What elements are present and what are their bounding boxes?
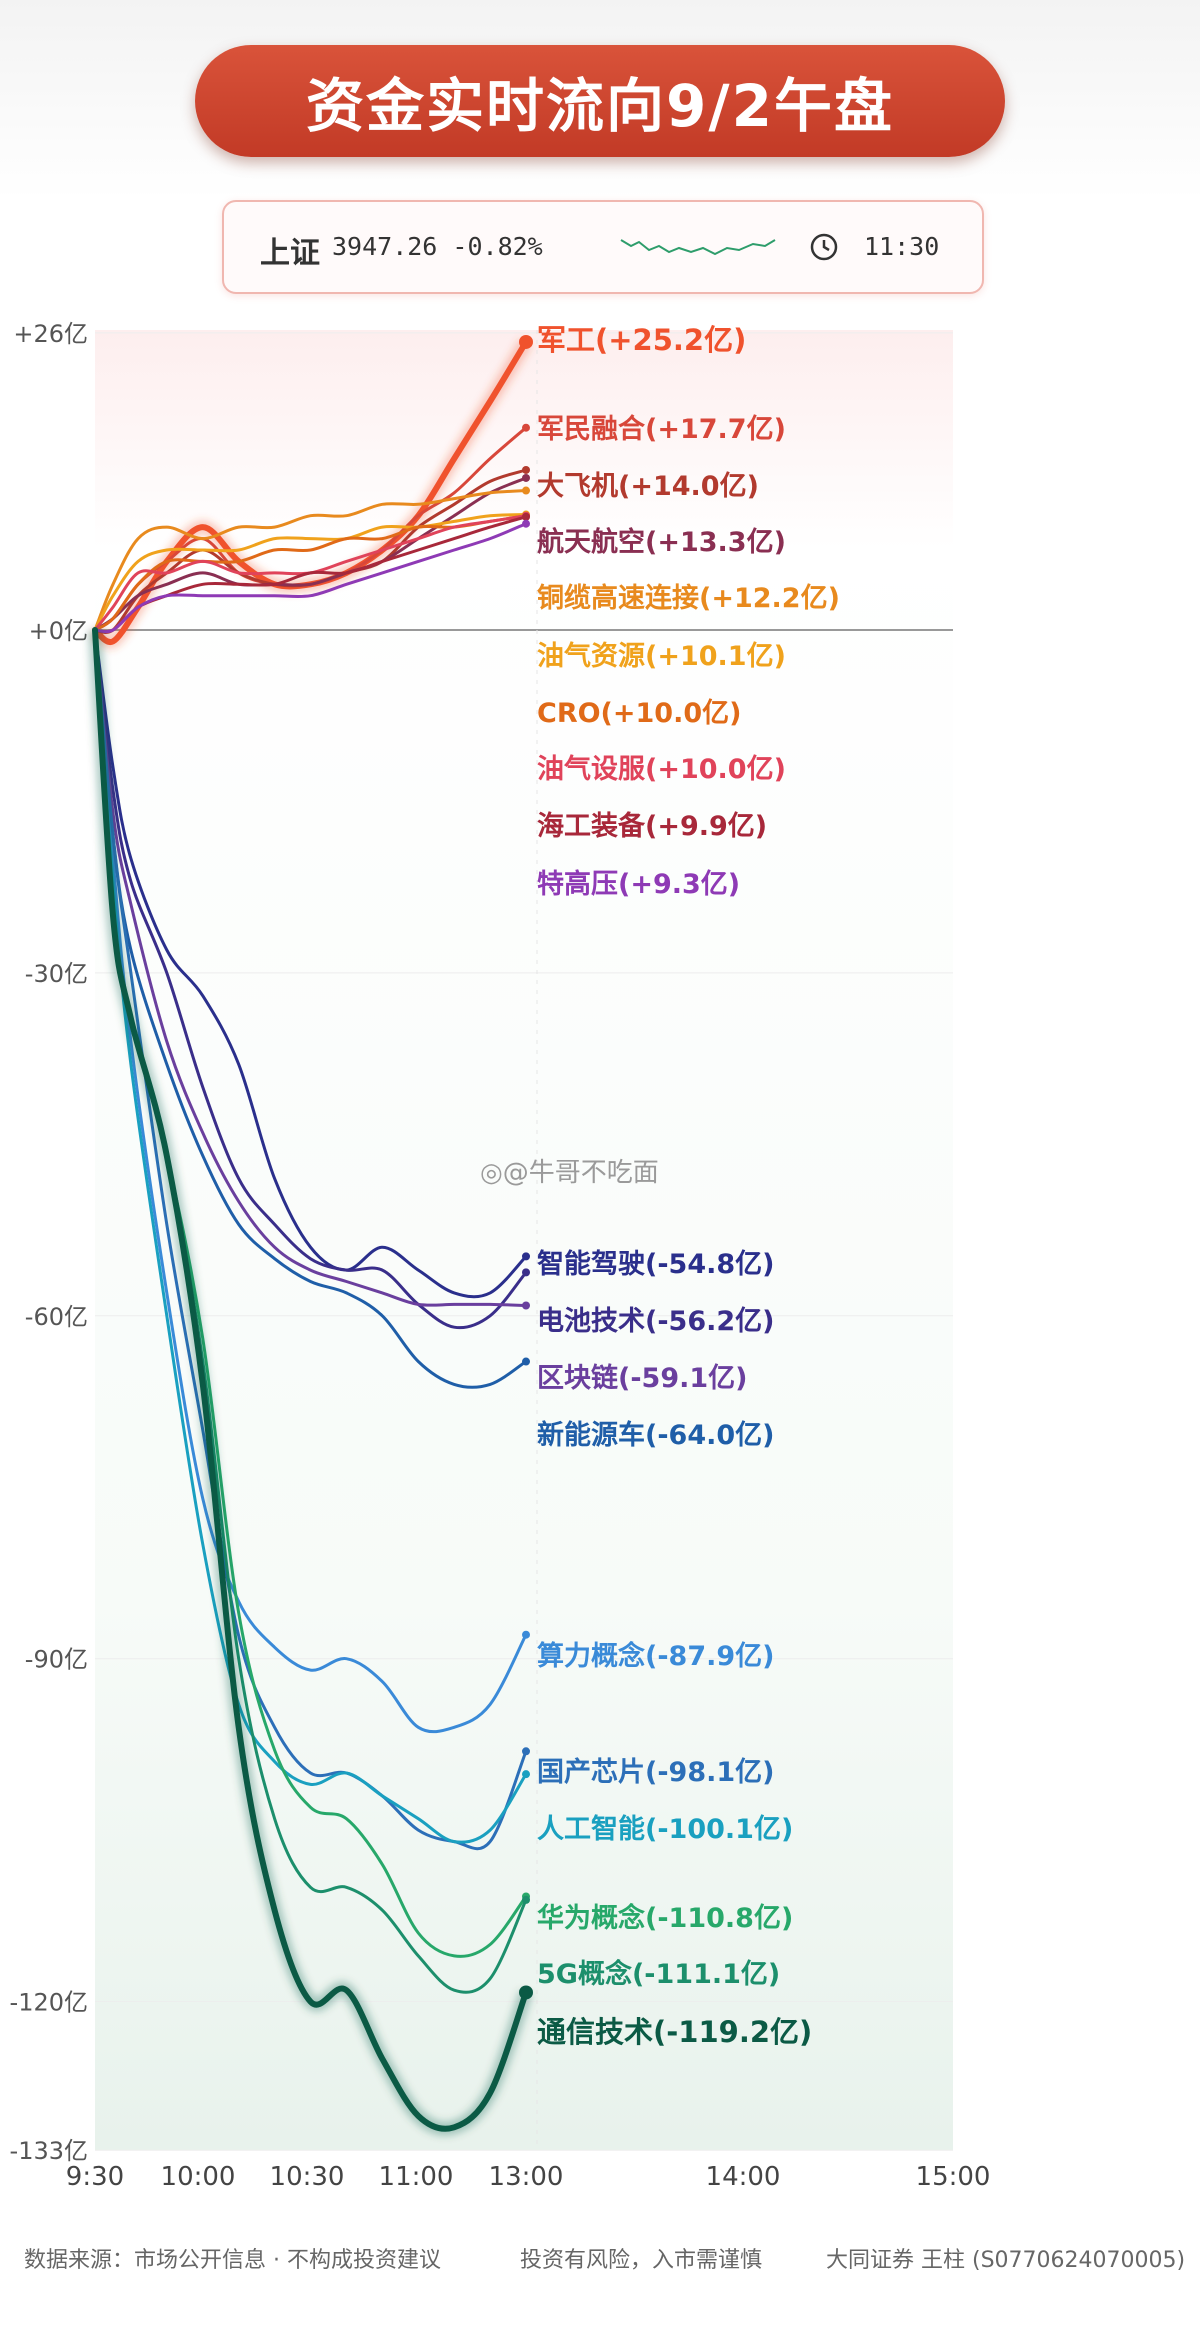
series-label: 军工(+25.2亿) <box>537 323 746 357</box>
index-ticker-card: 上证 3947.26 -0.82% 11:30 <box>222 200 984 294</box>
series-endpoint <box>522 473 530 482</box>
series-label: 国产芯片(-98.1亿) <box>537 1757 775 1788</box>
series-endpoint <box>522 1301 530 1310</box>
ticker-time: 11:30 <box>864 232 940 261</box>
series-label: 铜缆高速连接(+12.2亿) <box>537 582 840 614</box>
y-tick-label: -90亿 <box>25 1646 88 1674</box>
page-title: 资金实时流向9/2午盘 <box>306 72 894 140</box>
series-label: 大飞机(+14.0亿) <box>537 471 759 502</box>
series-label: 电池技术(-56.2亿) <box>537 1306 775 1337</box>
watermark: ◎@牛哥不吃面 <box>480 1158 659 1188</box>
series-line-特高压 <box>93 522 528 634</box>
series-label: 军民融合(+17.7亿) <box>537 413 786 445</box>
series-endpoint <box>522 519 530 528</box>
y-tick-label: +26亿 <box>13 320 88 348</box>
footer-broker: 大同证券 王柱 (S0770624070005) <box>826 2248 1186 2273</box>
x-tick-label: 9:30 <box>66 2162 124 2192</box>
x-tick-label: 10:30 <box>270 2162 345 2192</box>
series-endpoint <box>522 423 530 432</box>
series-label: 算力概念(-87.9亿) <box>537 1640 775 1672</box>
series-label: CRO(+10.0亿) <box>537 698 741 729</box>
x-tick-label: 14:00 <box>706 2162 781 2192</box>
series-label: 人工智能(-100.1亿) <box>537 1813 793 1845</box>
series-label: 航天航空(+13.3亿) <box>537 526 786 558</box>
series-label: 海工装备(+9.9亿) <box>537 811 767 842</box>
series-label: 5G概念(-111.1亿) <box>537 1958 780 1990</box>
series-label: 特高压(+9.3亿) <box>537 868 740 900</box>
y-tick-label: -120亿 <box>10 1989 88 2017</box>
series-line-电池技术 <box>93 628 528 1330</box>
title-banner: 资金实时流向9/2午盘 <box>195 45 1005 157</box>
series-endpoint <box>519 1985 533 2000</box>
footer-source: 数据来源：市场公开信息 · 不构成投资建议 <box>24 2248 441 2273</box>
series-endpoint <box>522 512 530 521</box>
x-tick-label: 13:00 <box>489 2162 564 2192</box>
series-label: 区块链(-59.1亿) <box>537 1362 748 1394</box>
series-label: 油气资源(+10.1亿) <box>537 641 786 672</box>
series-endpoint <box>522 1357 530 1366</box>
series-label: 华为概念(-110.8亿) <box>537 1902 793 1934</box>
plot-area <box>95 330 953 2150</box>
y-tick-label: -60亿 <box>25 1303 88 1331</box>
x-tick-label: 11:00 <box>379 2162 454 2192</box>
series-line-智能驾驶 <box>93 628 528 1299</box>
index-name: 上证 <box>260 236 320 271</box>
series-line-国产芯片 <box>93 628 528 1851</box>
index-value: 3947.26 -0.82% <box>332 232 543 261</box>
fund-flow-chart: +26亿 +0亿 -30亿 -60亿 -90亿 -120亿 -133亿 9:30 10:00 1… <box>10 320 991 2192</box>
y-tick-label: +0亿 <box>29 617 88 645</box>
series-line-铜缆高速连接 <box>93 489 528 632</box>
series-endpoint <box>522 1895 530 1904</box>
series-line-油气资源 <box>93 513 528 632</box>
series-line-通信技术 <box>92 627 529 2132</box>
series-endpoint <box>522 1252 530 1261</box>
series-label: 油气设服(+10.0亿) <box>537 754 786 785</box>
x-tick-label: 10:00 <box>161 2162 236 2192</box>
series-endpoint <box>522 486 530 495</box>
footer-risk: 投资有风险，入市需谨慎 <box>520 2248 763 2273</box>
y-tick-label: -30亿 <box>25 960 88 988</box>
series-line-油气设服 <box>93 514 528 632</box>
sparkline-icon <box>620 239 776 256</box>
series-endpoint <box>519 334 533 349</box>
series-line-航天航空 <box>93 476 528 632</box>
series-endpoint <box>522 465 530 474</box>
clock-icon <box>810 233 838 261</box>
weibo-icon: ◎ <box>480 1158 503 1188</box>
series-label: 智能驾驶(-54.8亿) <box>537 1248 775 1280</box>
series-label: 通信技术(-119.2亿) <box>537 2015 812 2049</box>
series-label: 新能源车(-64.0亿) <box>537 1419 775 1451</box>
series-line-区块链 <box>93 628 528 1307</box>
y-tick-label: -133亿 <box>10 2137 88 2165</box>
series-endpoint <box>522 1747 530 1756</box>
series-endpoint <box>522 1268 530 1277</box>
x-tick-label: 15:00 <box>916 2162 991 2192</box>
series-endpoint <box>522 1630 530 1639</box>
series-endpoint <box>522 1770 530 1779</box>
